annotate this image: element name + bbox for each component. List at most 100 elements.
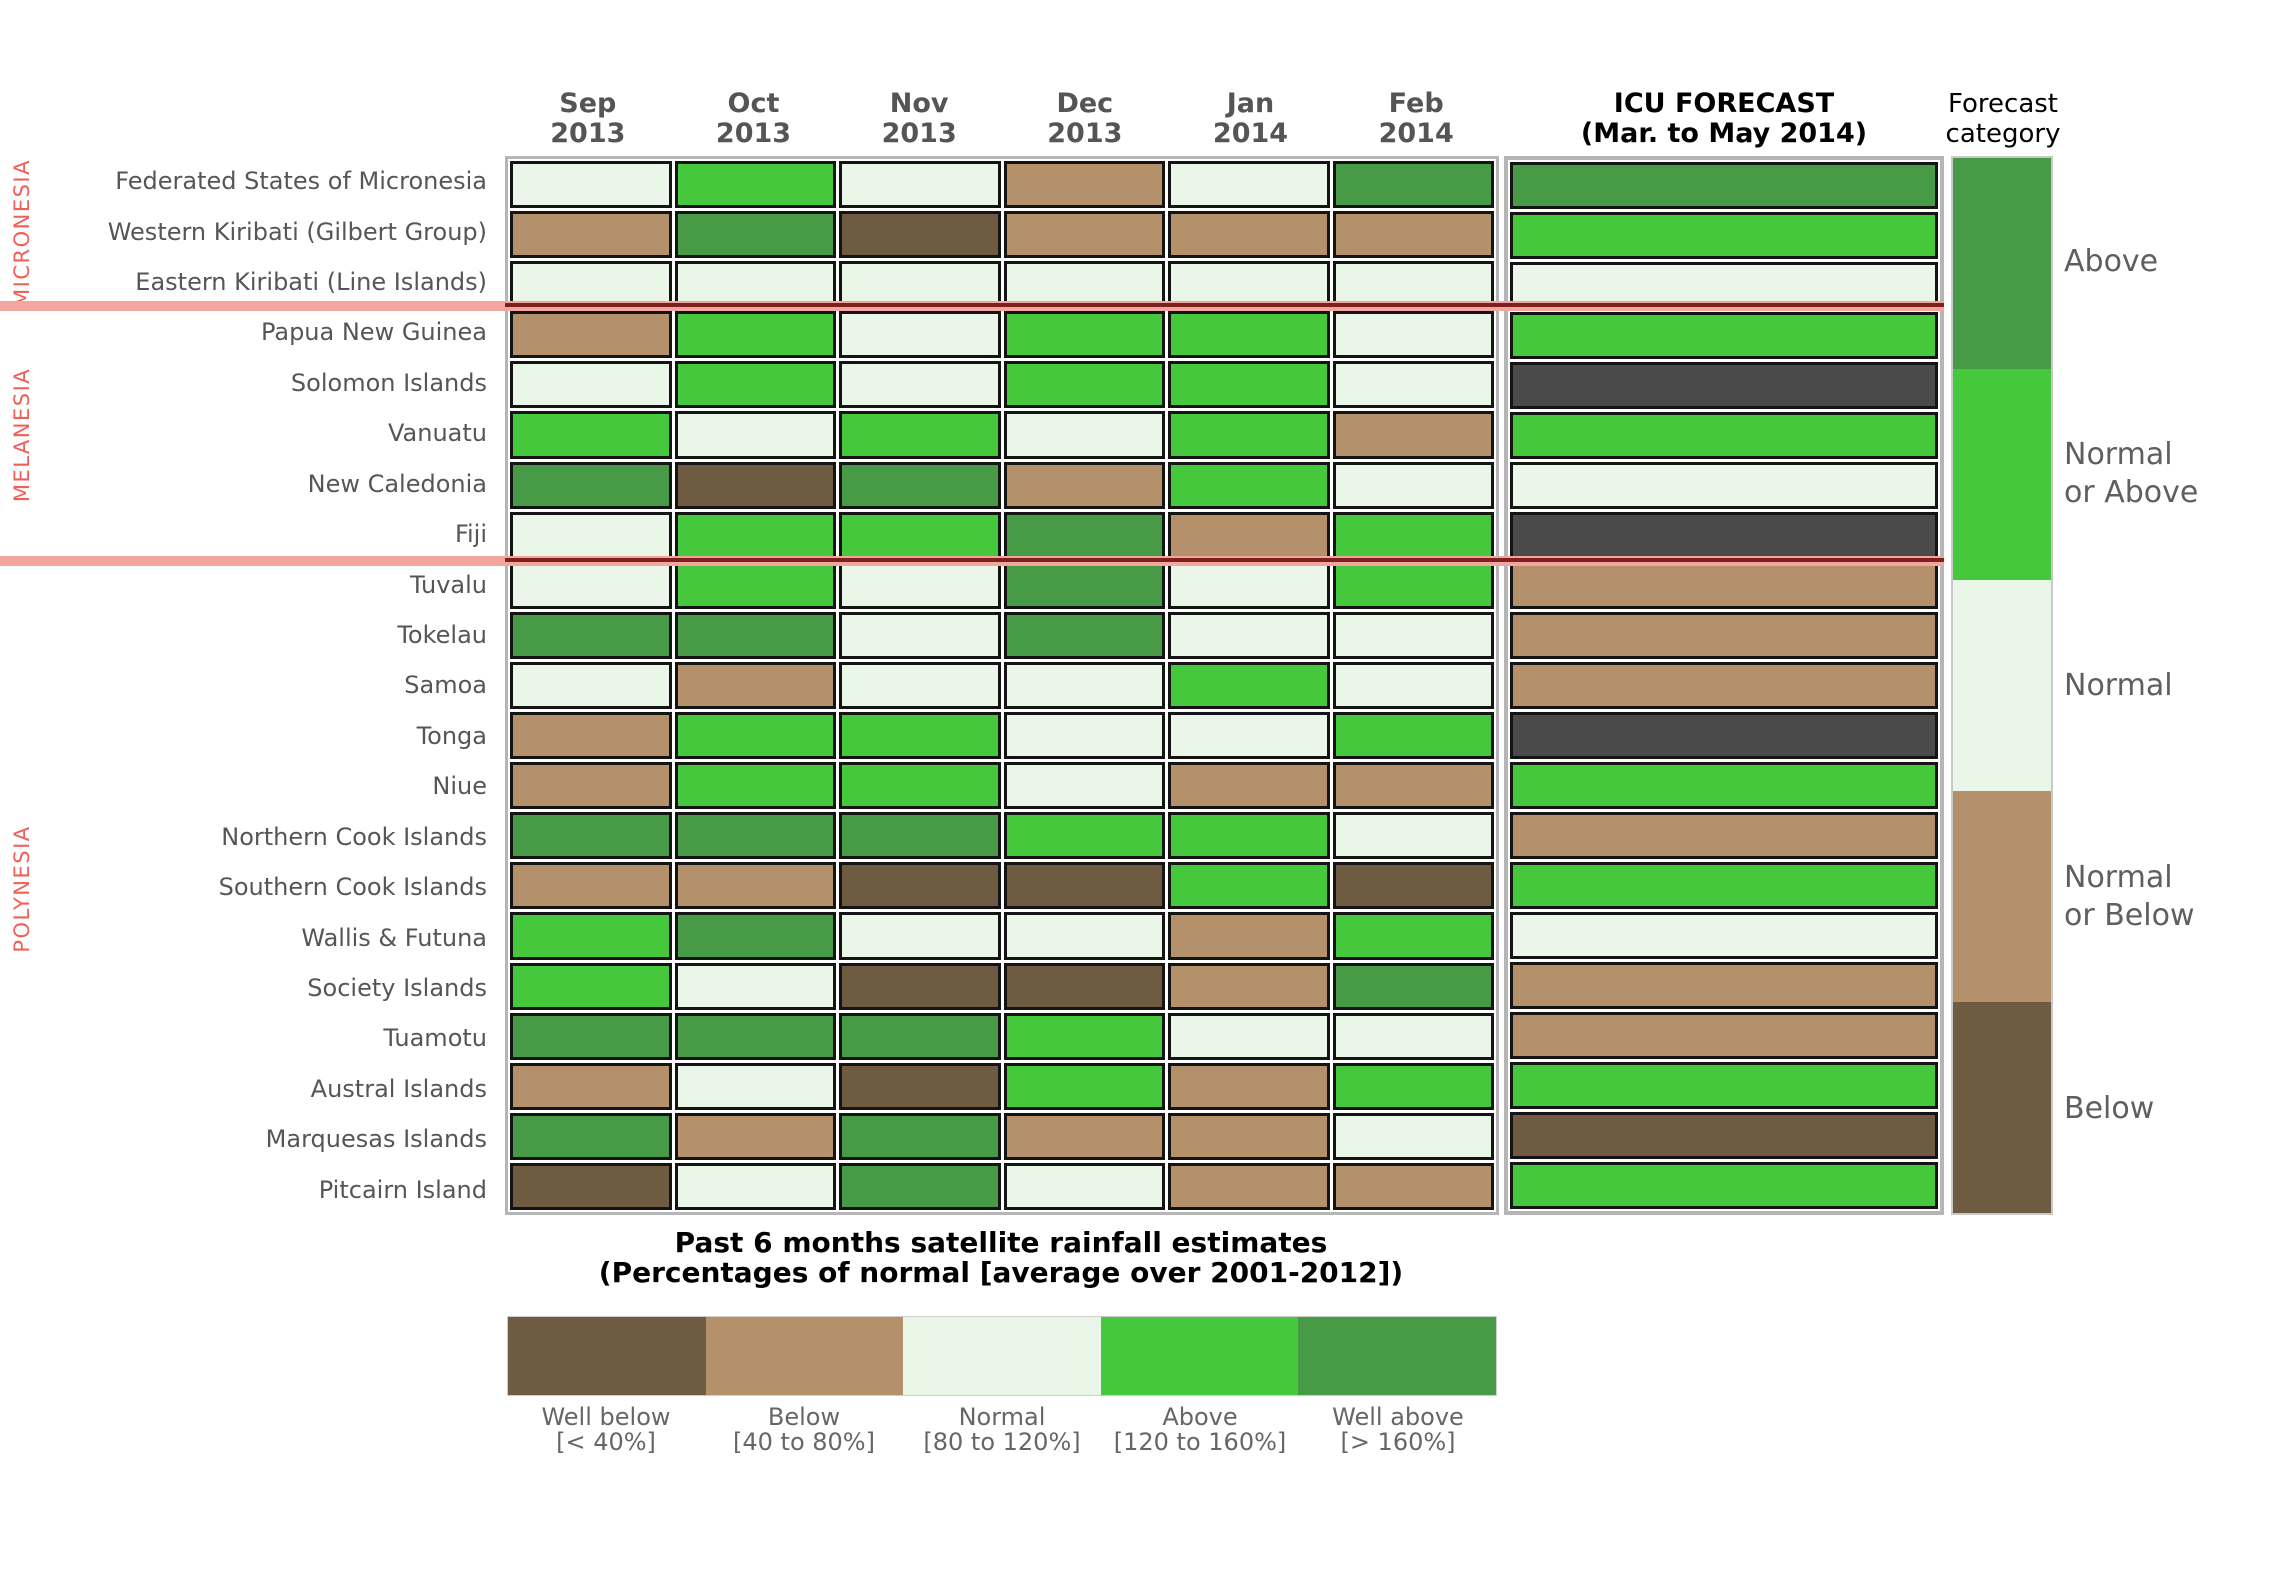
region-separator-micronesia-melanesia	[0, 301, 1944, 311]
rainfall-cell	[1003, 1162, 1165, 1210]
month-header-oct: Oct 2013	[671, 89, 837, 149]
rainfall-cell	[839, 161, 1001, 209]
rainfall-cell	[510, 511, 672, 559]
legend-swatch-below	[705, 1317, 904, 1395]
icu-forecast-cell	[1510, 412, 1938, 459]
rainfall-cell	[1332, 511, 1494, 559]
icu-forecast-title-line2: (Mar. to May 2014)	[1580, 118, 1868, 149]
month-name: Sep	[559, 88, 617, 119]
rainfall-cell	[1332, 461, 1494, 509]
rainfall-cell	[1168, 661, 1330, 710]
rainfall-cell	[1168, 812, 1330, 860]
rainfall-cell	[674, 1062, 836, 1110]
rainfall-cell	[1168, 411, 1330, 459]
month-name: Jan	[1226, 88, 1275, 119]
rainfall-cell	[1003, 1012, 1165, 1060]
forecast-category-colorbar	[1951, 156, 2053, 1215]
legend-colorbar	[507, 1316, 1497, 1396]
rainfall-cell	[1168, 912, 1330, 960]
rainfall-cell	[674, 1012, 836, 1060]
icu-forecast-cell	[1510, 362, 1938, 409]
row-label: Papua New Guinea	[260, 318, 487, 347]
rainfall-cell	[674, 161, 836, 209]
rainfall-cell	[510, 962, 672, 1010]
legend-label-below: Below [40 to 80%]	[733, 1403, 875, 1456]
rainfall-cell	[1168, 311, 1330, 359]
rainfall-cell	[510, 1162, 672, 1210]
row-label: Tuamotu	[383, 1024, 487, 1053]
rainfall-cell	[839, 1112, 1001, 1160]
forecast-category-title-line2: category	[1945, 119, 2061, 149]
icu-forecast-cell	[1510, 612, 1938, 659]
legend-label-above: Above [120 to 160%]	[1113, 1403, 1287, 1456]
legend-title-line1: Past 6 months satellite rainfall estimat…	[674, 1226, 1328, 1259]
icu-forecast-cell	[1510, 212, 1938, 259]
forecast-category-label-normal-or-above: Normal or Above	[2064, 437, 2199, 510]
rainfall-cell	[839, 862, 1001, 910]
legend-swatch-normal	[903, 1317, 1101, 1395]
rainfall-cell	[674, 361, 836, 409]
forecast-category-label-below: Below	[2064, 1091, 2155, 1126]
rainfall-cell	[1003, 762, 1165, 810]
month-year: 2013	[550, 118, 626, 149]
row-label: Southern Cook Islands	[218, 873, 487, 902]
rainfall-cell	[839, 611, 1001, 659]
month-header-jan: Jan 2014	[1168, 89, 1334, 149]
rainfall-cell	[839, 912, 1001, 960]
icu-forecast-cell	[1510, 812, 1938, 859]
rainfall-cell	[1332, 1062, 1494, 1110]
rainfall-cell	[674, 411, 836, 459]
icu-forecast-cell	[1510, 1162, 1938, 1209]
row-label: Pitcairn Island	[318, 1175, 487, 1204]
rainfall-cell	[674, 862, 836, 910]
forecast-category-segment-normal	[1953, 580, 2051, 791]
rainfall-cell	[1003, 261, 1165, 309]
rainfall-cell	[1332, 762, 1494, 810]
rainfall-cell	[1332, 361, 1494, 409]
legend-swatch-above	[1100, 1317, 1299, 1395]
rainfall-cell	[1168, 511, 1330, 559]
rainfall-cell	[1332, 161, 1494, 209]
month-header-nov: Nov 2013	[836, 89, 1002, 149]
rainfall-cell	[1332, 411, 1494, 459]
legend-label-normal: Normal [80 to 120%]	[923, 1403, 1081, 1456]
rainfall-cell	[1003, 611, 1165, 659]
row-label: Vanuatu	[387, 419, 487, 448]
icu-forecast-title: ICU FORECAST (Mar. to May 2014)	[1504, 89, 1944, 149]
rainfall-cell	[1168, 211, 1330, 259]
rainfall-cell	[510, 461, 672, 509]
forecast-category-segment-below	[1953, 1002, 2051, 1213]
rainfall-cell	[1003, 661, 1165, 710]
row-label: Northern Cook Islands	[221, 822, 487, 851]
rainfall-cell	[674, 661, 836, 710]
rainfall-cell	[510, 1112, 672, 1160]
rainfall-cell	[1003, 1112, 1165, 1160]
rainfall-cell	[1003, 561, 1165, 609]
rainfall-cell	[1332, 812, 1494, 860]
row-label: Wallis & Futuna	[301, 923, 487, 952]
row-label: Fiji	[454, 520, 487, 549]
rainfall-cell	[510, 1012, 672, 1060]
rainfall-cell	[1332, 661, 1494, 710]
row-labels: Federated States of Micronesia Western Ki…	[0, 156, 496, 1215]
rainfall-cell	[1168, 1112, 1330, 1160]
rainfall-cell	[1003, 511, 1165, 559]
rainfall-cell	[1332, 1012, 1494, 1060]
month-year: 2013	[1047, 118, 1123, 149]
rainfall-cell	[1003, 461, 1165, 509]
forecast-category-segment-normal-or-above	[1953, 369, 2051, 580]
rainfall-cell	[839, 361, 1001, 409]
row-label: Western Kiribati (Gilbert Group)	[107, 217, 487, 246]
rainfall-cell	[510, 912, 672, 960]
rainfall-cell	[510, 411, 672, 459]
rainfall-cell	[674, 511, 836, 559]
rainfall-cell	[839, 762, 1001, 810]
month-year: 2014	[1378, 118, 1454, 149]
rainfall-cell	[839, 511, 1001, 559]
rainfall-cell	[1168, 862, 1330, 910]
row-label: Austral Islands	[310, 1074, 487, 1103]
rainfall-cell	[1332, 561, 1494, 609]
icu-forecast-cell	[1510, 662, 1938, 709]
rainfall-cell	[1003, 411, 1165, 459]
month-year: 2013	[881, 118, 957, 149]
